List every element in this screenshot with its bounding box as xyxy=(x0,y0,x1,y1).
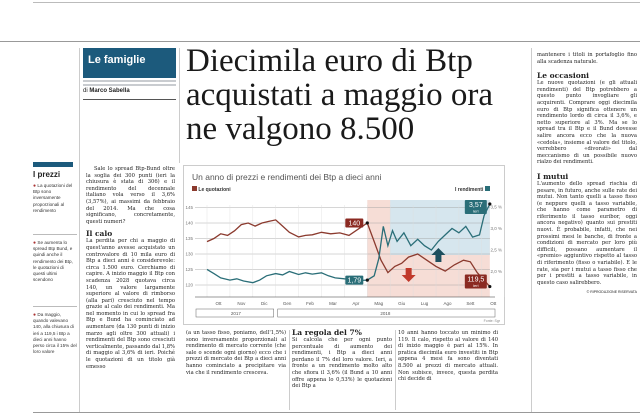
legend-prices: Le quotazioni xyxy=(192,186,231,193)
value-badge xyxy=(464,199,487,214)
x-tick-label: Mar xyxy=(329,301,337,306)
data-point xyxy=(488,284,492,289)
bullet-icon: ● xyxy=(33,312,38,318)
subheading: Le occasioni xyxy=(537,71,590,81)
article-column-4: 10 anni hanno toccato un minimo di 119. … xyxy=(398,330,498,412)
down-arrow-icon xyxy=(401,268,416,282)
value-badge-label: 3,57 xyxy=(469,202,483,209)
y-tick-label-right: 3,5 % xyxy=(490,205,502,210)
legend-swatch xyxy=(192,186,197,191)
bottom-rule xyxy=(33,412,640,413)
intro-paragraph: Sale lo spread Btp-Bund oltre la soglia … xyxy=(86,166,175,225)
paragraph: L'aumento dello spread rischia di pesare… xyxy=(537,180,637,286)
legend-label: Le quotazioni xyxy=(198,187,231,193)
value-badge-label: 119,5 xyxy=(467,277,484,284)
column-divider xyxy=(395,330,396,410)
sidebar-item: ● Se aumenta lo spread Btp Bund, e quind… xyxy=(33,234,77,283)
x-tick-label: Mag xyxy=(374,301,383,306)
column-divider xyxy=(179,48,180,163)
bullet-icon: ● xyxy=(33,183,38,189)
x-tick-label: Dic xyxy=(261,301,268,306)
subheading: I mutui xyxy=(537,171,569,181)
paragraph: mantenere i titoli in portafoglio fino a… xyxy=(537,52,637,65)
x-tick-label: Ott xyxy=(215,301,222,306)
x-tick-label: Giu xyxy=(398,301,406,306)
year-label: 2017 xyxy=(231,311,242,316)
top-rule xyxy=(33,2,640,3)
section-underline xyxy=(83,80,176,86)
chart-source: Fonte: Sgr xyxy=(484,319,501,323)
paragraph: 10 anni hanno toccato un minimo di 119. … xyxy=(398,330,498,383)
subheading: La regola del 7% xyxy=(292,328,362,337)
y-tick-label-right: 3,0 % xyxy=(490,226,502,231)
sidebar-item: ● La quotazioni del Btp sono inversament… xyxy=(33,183,77,214)
y-tick-label-left: 125 xyxy=(185,267,193,272)
y-tick-label-right: 2,0 % xyxy=(490,269,502,274)
year-bracket xyxy=(195,308,274,318)
subheading: Il calo xyxy=(86,229,113,239)
x-tick-label: Lug xyxy=(421,301,429,306)
y-tick-label-left: 135 xyxy=(185,236,193,241)
year-label: 2018 xyxy=(380,311,391,316)
x-tick-label: Feb xyxy=(306,301,314,306)
data-point xyxy=(365,278,369,282)
value-badge xyxy=(345,218,364,228)
year-bracket xyxy=(277,308,496,318)
headline: Diecimila euro di Btp acquistati a maggi… xyxy=(186,43,493,147)
x-tick-label: Ago xyxy=(443,301,452,306)
value-badge xyxy=(345,275,364,285)
up-arrow-icon xyxy=(431,248,446,262)
bullet-icon: ● xyxy=(33,240,38,246)
copyright: © RIPRODUZIONE RISERVATA xyxy=(586,290,637,295)
byline-prefix: di xyxy=(83,88,88,94)
y-tick-label-right: 2,5 % xyxy=(490,248,502,253)
x-tick-label: Gen xyxy=(283,301,292,306)
y-tick-label-left: 145 xyxy=(185,205,193,210)
paragraph: Le nuove quotazioni (e gli attuali rendi… xyxy=(537,80,637,166)
legend-yields: I rendimenti xyxy=(455,186,490,193)
sidebar-title: I prezzi xyxy=(33,170,61,179)
data-point xyxy=(488,202,492,206)
sidebar-item-text: La quotazioni del Btp sono inversamente … xyxy=(33,183,73,213)
value-badge-label: 1,79 xyxy=(347,278,361,285)
section-label: Le famiglie xyxy=(83,48,176,78)
x-tick-label: Nov xyxy=(237,301,246,306)
article-column-1: Sale lo spread Btp-Bund oltre la soglia … xyxy=(86,166,175,411)
sidebar-item-text: Se aumenta lo spread Btp Bund, e quindi … xyxy=(33,240,73,283)
value-badge-label: 140 xyxy=(348,221,360,228)
y-tick-label-left: 140 xyxy=(185,221,193,226)
value-badge-sublabel: ieri xyxy=(473,208,478,213)
series-line-prices xyxy=(206,219,491,288)
x-tick-label: Apr xyxy=(352,301,360,306)
x-tick-label: Sett xyxy=(466,301,475,306)
column-divider xyxy=(531,48,532,413)
article-column-2: (a un tasso fisso, poniamo, dell'1,5%) s… xyxy=(186,330,286,412)
sidebar-item-text: Da maggio, quando valevano 140, alla chi… xyxy=(33,312,77,355)
column-divider xyxy=(289,330,290,410)
header-rule xyxy=(0,41,640,42)
article-column-3: La regola del 7% Si calcola che per ogni … xyxy=(292,328,392,412)
byline: di Marco Sabella xyxy=(83,88,176,100)
legend-swatch xyxy=(484,186,490,191)
legend-label: I rendimenti xyxy=(455,187,484,193)
paragraph: (a un tasso fisso, poniamo, dell'1,5%) s… xyxy=(186,330,286,376)
sidebar-item: ● Da maggio, quando valevano 140, alla c… xyxy=(33,306,77,355)
byline-author: Marco Sabella xyxy=(89,88,130,94)
chart-title: Un anno di prezzi e rendimenti dei Btp a… xyxy=(192,172,382,182)
y-tick-label-left: 130 xyxy=(185,252,193,257)
data-point xyxy=(365,221,369,225)
paragraph: La perdita per chi a maggio di quest'ann… xyxy=(86,238,175,370)
value-badge xyxy=(464,274,487,289)
paragraph: Si calcola che per ogni punto percentual… xyxy=(292,337,392,390)
sidebar-accent xyxy=(33,162,73,167)
y-tick-label-left: 120 xyxy=(185,283,193,288)
x-tick-label: Ott xyxy=(490,301,497,306)
article-column-5: mantenere i titoli in portafoglio fino a… xyxy=(537,52,637,412)
value-badge-sublabel: ieri xyxy=(473,283,478,288)
column-divider xyxy=(79,48,80,413)
